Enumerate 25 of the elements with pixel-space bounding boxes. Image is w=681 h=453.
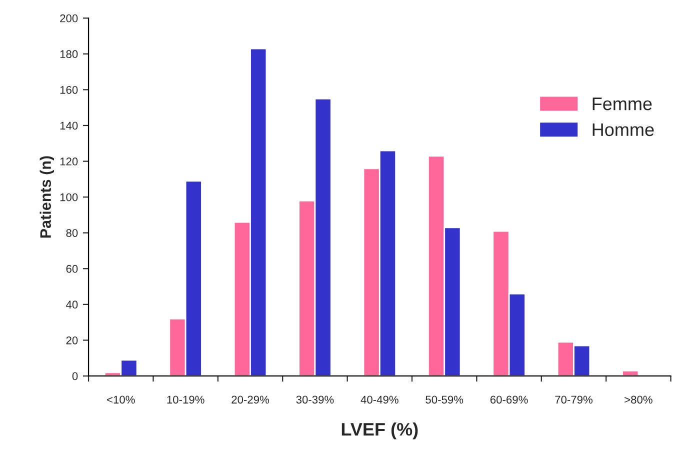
y-tick-label: 80: [66, 229, 78, 237]
x-tick-label: 60-69%: [490, 396, 528, 404]
x-tick-label: >80%: [624, 396, 652, 404]
y-tick-label: 0: [72, 372, 78, 380]
x-tick-label: 10-19%: [167, 396, 204, 404]
x-tick-label: 30-39%: [296, 396, 334, 404]
x-tick-label: 40-49%: [360, 396, 398, 404]
y-tick-label: 100: [60, 193, 78, 202]
x-tick-label: 20-29%: [232, 396, 270, 404]
legend-label: Femme: [592, 98, 652, 110]
x-tick-label: 50-59%: [426, 396, 464, 404]
y-tick-label: 40: [66, 300, 78, 309]
bar: [622, 370, 640, 376]
y-tick-label: 200: [60, 14, 78, 22]
x-axis-title: LVEF (%): [342, 422, 418, 440]
y-tick-label: 120: [60, 158, 78, 166]
y-tick-label: 20: [66, 336, 78, 344]
legend-label: Homme: [592, 124, 654, 136]
y-tick-label: 140: [60, 122, 78, 130]
y-tick-label: 160: [60, 86, 78, 94]
y-tick-label: 180: [60, 50, 78, 58]
y-axis-title: Patients (n): [40, 156, 54, 238]
x-tick-label: 70-79%: [555, 396, 592, 404]
x-tick-label: <10%: [107, 396, 135, 404]
y-tick-label: 60: [66, 264, 78, 273]
